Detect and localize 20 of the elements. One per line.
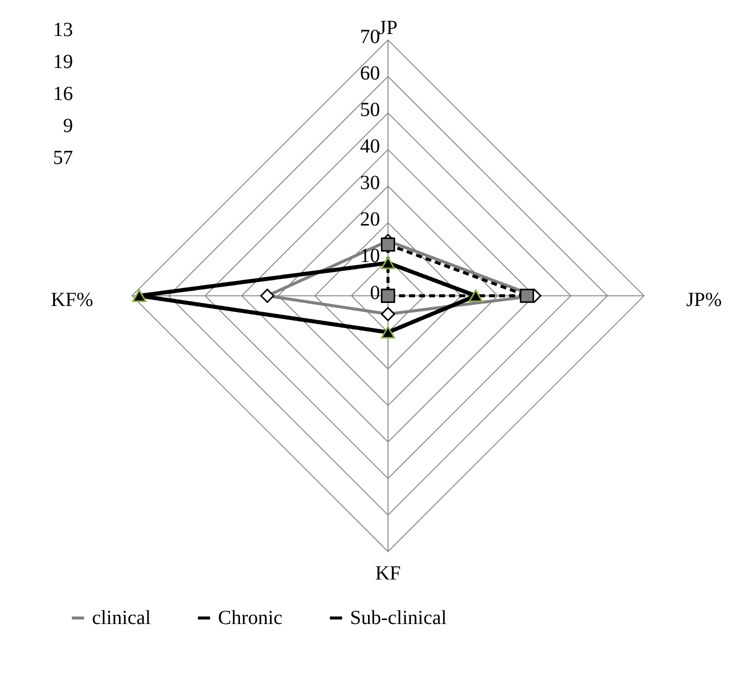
y-tick-label: 10: [360, 245, 380, 268]
y-tick-label: 70: [360, 26, 380, 48]
text: 13: [53, 19, 73, 41]
spoke-label: JP%: [686, 288, 722, 311]
y-tick-label: 50: [360, 99, 380, 122]
text: 9: [63, 115, 73, 137]
y-tick-label: 40: [360, 136, 380, 158]
text: 57: [53, 147, 73, 169]
legend-label: Chronic: [218, 607, 283, 629]
y-tick-label: 30: [360, 172, 380, 194]
text: 19: [53, 51, 73, 73]
legend-label: Sub-clinical: [350, 607, 448, 629]
spoke-label: KF%: [50, 288, 94, 311]
spoke-label: KF: [375, 562, 401, 585]
y-tick-label: 0: [370, 282, 380, 304]
spoke-label: JP: [378, 16, 398, 39]
text: 16: [53, 83, 73, 105]
y-tick-label: 60: [360, 62, 380, 84]
legend-label: clinical: [92, 607, 152, 629]
y-tick-label: 20: [360, 208, 380, 231]
